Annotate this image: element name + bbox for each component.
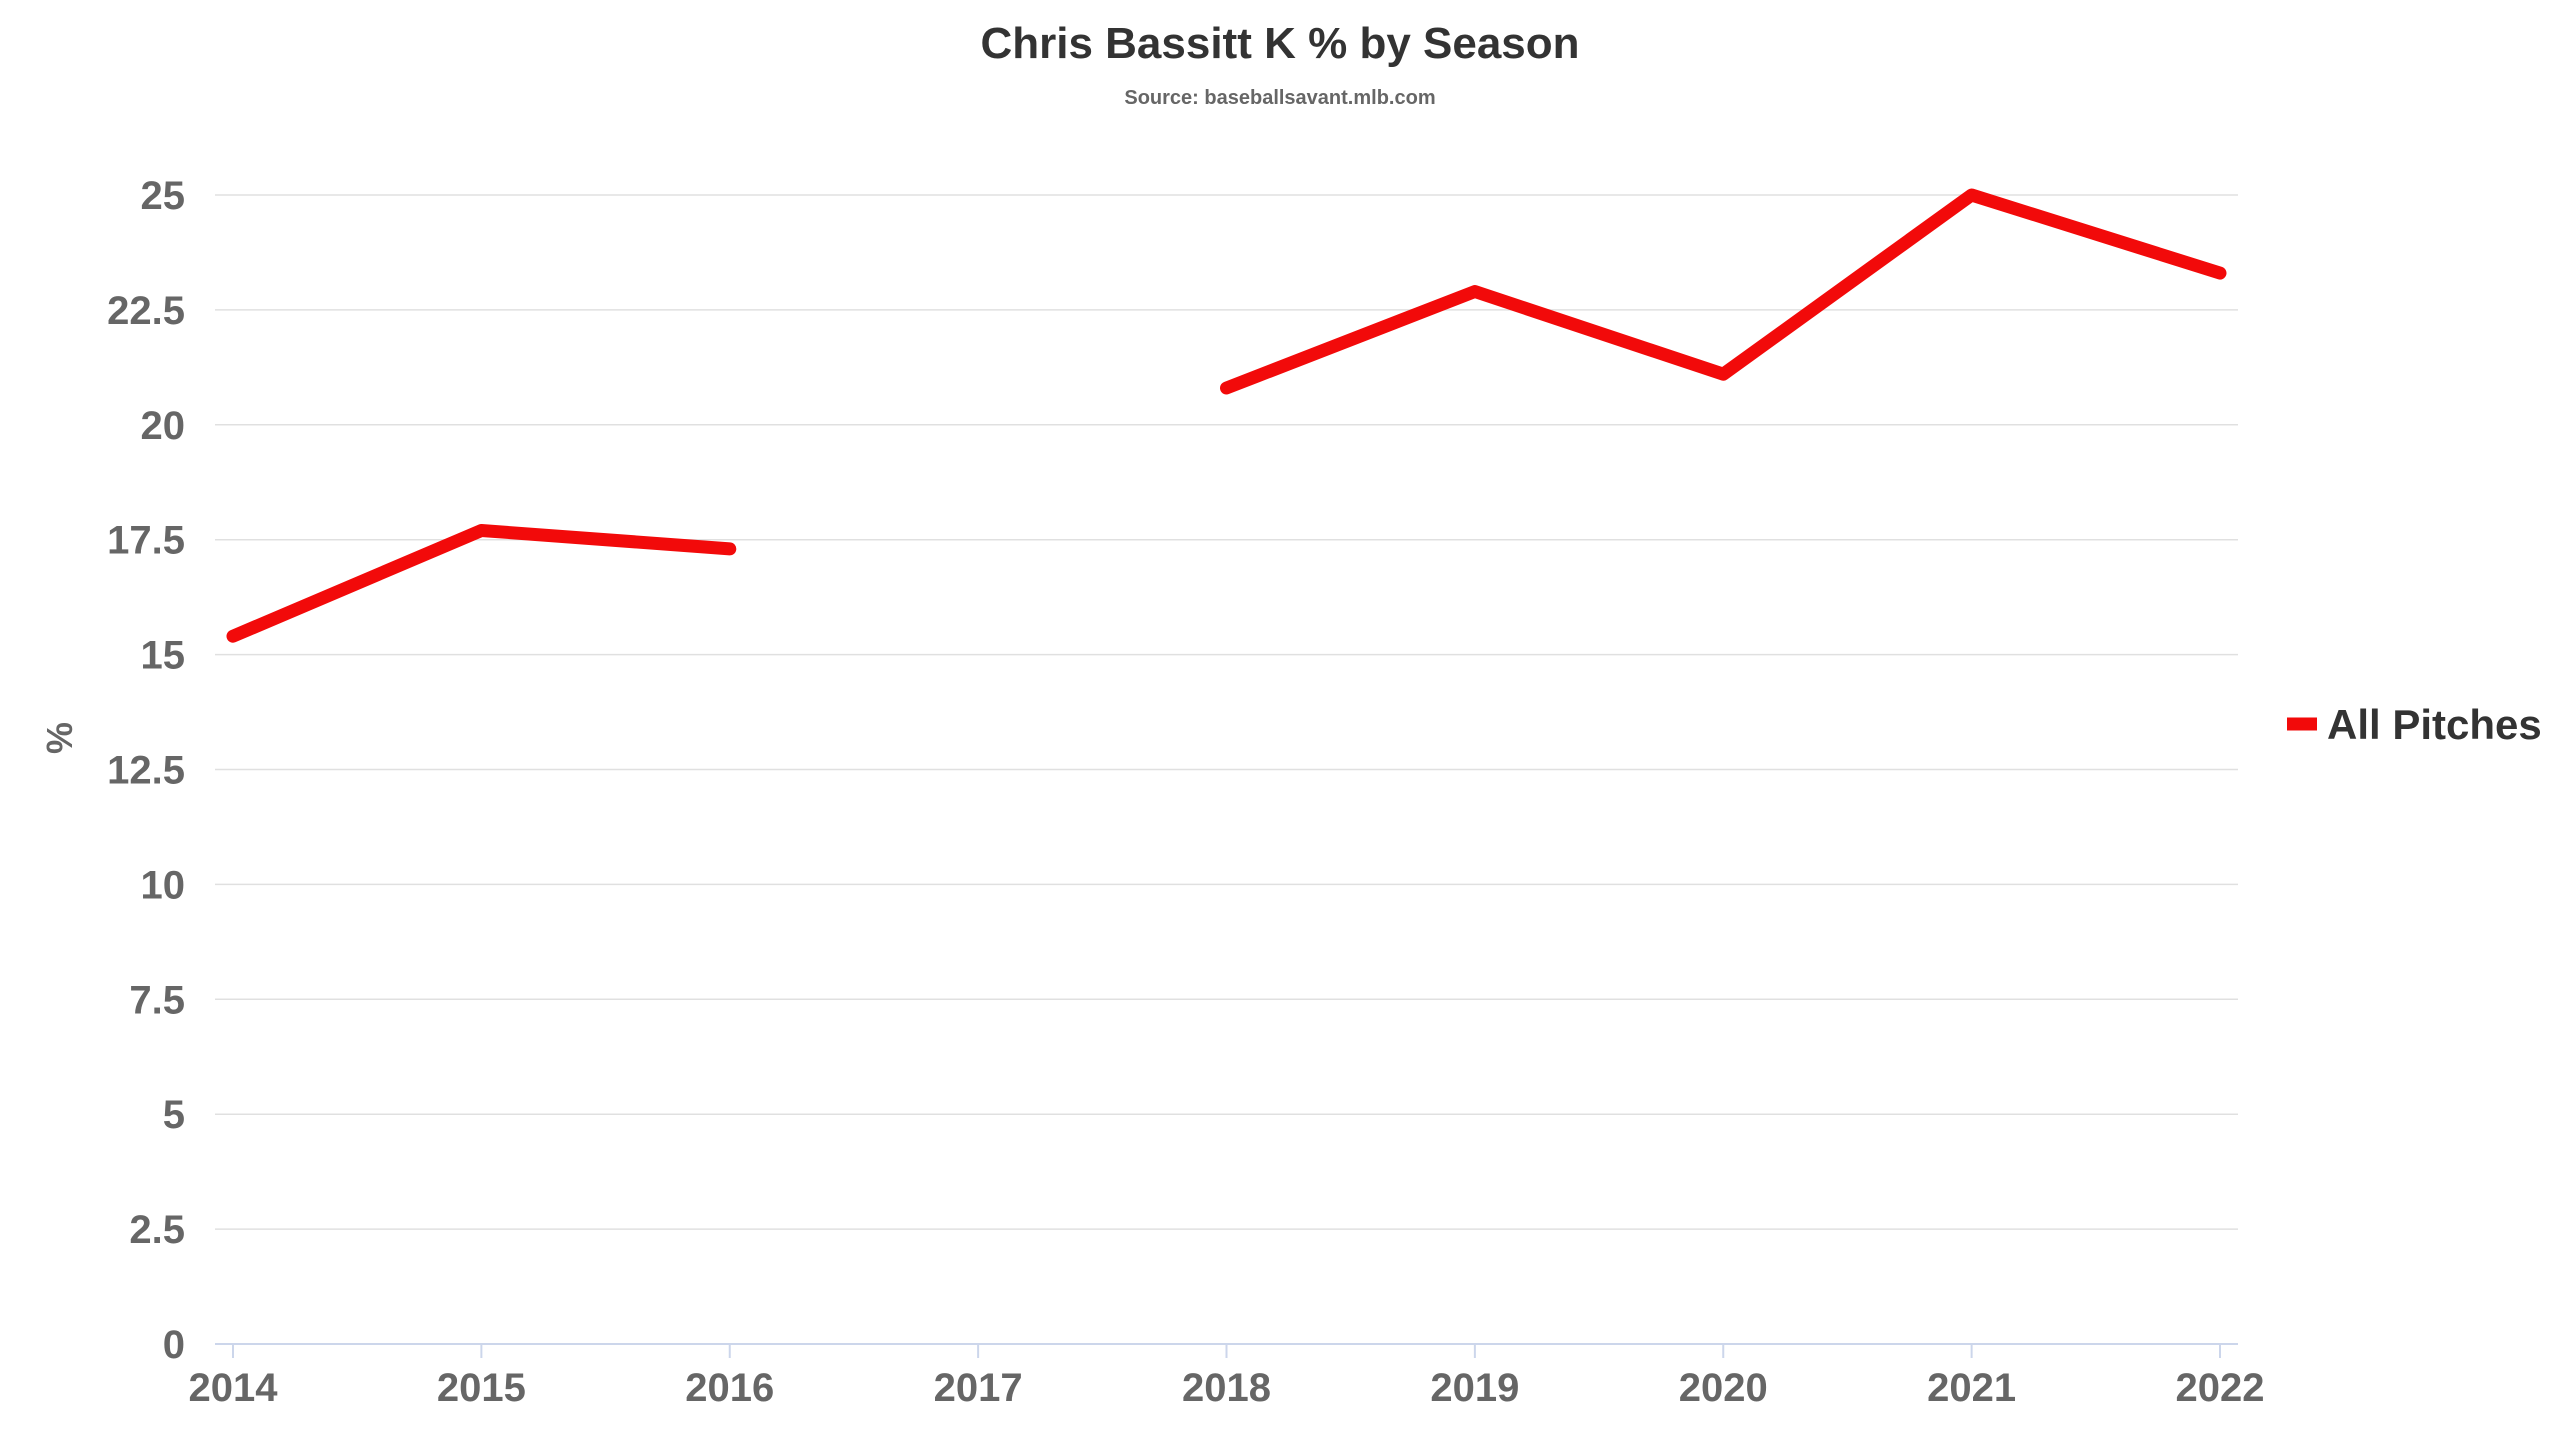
y-tick-label: 12.5 [107,749,185,793]
x-tick-label: 2014 [189,1366,279,1410]
gridlines [215,194,2238,1230]
x-tick-label: 2015 [437,1366,526,1410]
x-tick-label: 2021 [1927,1366,2016,1410]
y-tick-label: 20 [141,404,186,448]
y-tick-label: 0 [163,1323,185,1367]
legend-item-label[interactable]: All Pitches [2327,701,2542,748]
legend[interactable]: All Pitches [2287,701,2542,748]
y-tick-label: 10 [141,863,186,907]
y-axis-title: % [39,722,80,754]
x-tick-label: 2019 [1430,1366,1519,1410]
x-tick-label: 2016 [685,1366,774,1410]
x-tick-label: 2022 [2176,1366,2265,1410]
series-line-segment[interactable] [1220,188,2227,395]
y-tick-label: 25 [141,174,186,218]
x-tick-label: 2018 [1182,1366,1271,1410]
axes: 0 2.5 5 7.5 10 12.5 15 17.5 20 22.5 25 2014 2015 2016… [107,174,2264,1410]
y-tick-label: 2.5 [129,1208,185,1252]
series-lines [226,188,2227,643]
chart-title: Chris Bassitt K % by Season [980,19,1579,68]
y-tick-label: 17.5 [107,519,185,563]
series-line-segment[interactable] [226,524,737,643]
x-tick-label: 2020 [1679,1366,1768,1410]
chart-subtitle: Source: baseballsavant.mlb.com [1124,87,1435,109]
x-tick-label: 2017 [934,1366,1023,1410]
y-tick-label: 7.5 [129,978,185,1022]
y-tick-label: 22.5 [107,289,185,333]
y-tick-label: 15 [141,634,186,678]
y-tick-label: 5 [163,1093,185,1137]
